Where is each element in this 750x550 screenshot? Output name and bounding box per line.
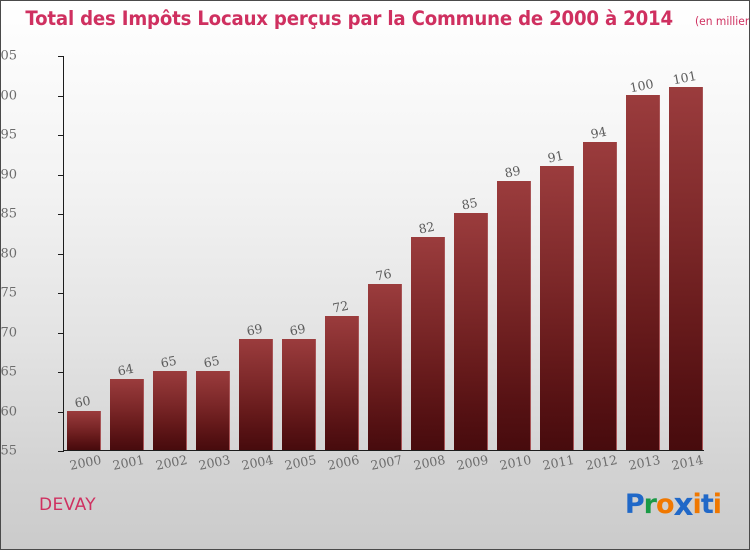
x-axis-tick-label: 2014 [669, 451, 704, 473]
x-axis-tick-label: 2001 [110, 451, 145, 473]
y-axis-tick-label: 70 [0, 325, 17, 340]
bar-value-label: 69 [244, 321, 264, 339]
bar-value-label: 69 [287, 321, 307, 339]
y-axis-tick [58, 253, 64, 255]
y-axis-tick-label: 80 [0, 246, 17, 261]
bar-value-label: 82 [416, 218, 436, 237]
y-axis-tick-label: 60 [0, 404, 17, 419]
y-axis-tick [58, 95, 64, 97]
x-axis-tick-label: 2007 [368, 451, 403, 473]
y-axis-tick [58, 174, 64, 176]
bar[interactable]: 94 2012 [583, 124, 618, 473]
y-axis-tick [58, 214, 64, 215]
y-axis-tick-label: 65 [0, 364, 17, 380]
bar[interactable]: 76 2007 [368, 266, 403, 473]
bar[interactable]: 101 2014 [669, 68, 704, 473]
bar[interactable]: 100 2013 [626, 75, 661, 473]
bar-value-label: 94 [588, 123, 608, 142]
bar[interactable]: 89 2010 [497, 163, 532, 473]
x-axis-line [63, 450, 704, 451]
bar[interactable]: 65 2003 [196, 353, 231, 473]
y-axis-tick-label: 95 [0, 127, 17, 143]
x-axis-tick-label: 2009 [454, 451, 489, 473]
logo-letter: i [692, 489, 702, 520]
bar-value-label: 89 [502, 163, 522, 181]
y-axis-tick-label: 55 [0, 443, 17, 459]
bar-value-label: 101 [670, 67, 698, 87]
bar[interactable]: 64 2001 [110, 361, 145, 473]
logo-letter: P [624, 489, 645, 520]
y-axis-tick-label: 100 [0, 88, 17, 103]
bar-value-label: 65 [158, 352, 178, 371]
x-axis-tick-label: 2008 [411, 451, 446, 473]
bar[interactable]: 91 2011 [540, 147, 575, 473]
x-axis-tick-label: 2004 [239, 451, 274, 473]
y-axis-tick-label: 75 [0, 285, 17, 301]
bar-value-label: 85 [459, 194, 479, 213]
chart-unit-label: (en milliers d'€) [695, 14, 750, 28]
bar[interactable]: 65 2002 [153, 353, 188, 473]
logo-letter: i [712, 489, 722, 520]
plot-area: 105 100 95 90 85 80 75 70 65 60 55 60 2000 64 2001 65 2… [1, 49, 711, 473]
bar[interactable]: 85 2009 [454, 195, 489, 473]
bar-value-label: 72 [330, 297, 350, 316]
y-axis-tick-label: 85 [0, 206, 17, 222]
page-title: Total des Impôts Locaux perçus par la Co… [25, 7, 673, 30]
x-axis-tick-label: 2005 [282, 451, 317, 473]
logo-letter: r [643, 489, 657, 520]
y-axis-tick-label: 90 [0, 167, 17, 182]
y-axis-tick [58, 135, 64, 136]
bar-value-label: 76 [373, 265, 393, 284]
x-axis-tick-label: 2003 [196, 451, 231, 473]
bar[interactable]: 69 2004 [239, 321, 274, 473]
bar-value-label: 91 [545, 147, 565, 166]
bar-value-label: 64 [115, 360, 135, 379]
bar-value-label: 100 [627, 75, 655, 95]
logo-letter: o [655, 489, 675, 520]
y-axis-tick [58, 56, 64, 57]
bar-value-label: 65 [201, 352, 221, 371]
x-axis-tick-label: 2006 [325, 451, 360, 473]
y-axis-tick [58, 411, 64, 413]
bar[interactable]: 82 2008 [411, 218, 446, 473]
logo-letter: t [700, 489, 714, 520]
x-axis-tick-label: 2000 [67, 451, 102, 473]
chart-title-bar: Total des Impôts Locaux perçus par la Co… [1, 7, 750, 30]
y-axis-tick [58, 293, 64, 294]
y-axis-tick [58, 332, 64, 334]
commune-name: DEVAY [39, 495, 97, 515]
bar[interactable]: 69 2005 [282, 321, 317, 473]
proxiti-logo[interactable]: Proxiti [624, 487, 722, 523]
y-axis-tick [58, 451, 64, 452]
x-axis-tick-label: 2010 [497, 451, 532, 473]
bar[interactable]: 72 2006 [325, 297, 360, 473]
x-axis-tick-label: 2012 [583, 451, 618, 473]
logo-letter: x [673, 487, 694, 523]
x-axis-tick-label: 2011 [540, 451, 575, 473]
x-axis-tick-label: 2002 [153, 451, 188, 473]
bar[interactable]: 60 2000 [67, 392, 102, 473]
bar-value-label: 60 [72, 392, 92, 411]
y-axis-tick-label: 105 [0, 48, 17, 64]
y-axis-tick [58, 372, 64, 373]
x-axis-tick-label: 2013 [626, 451, 661, 473]
